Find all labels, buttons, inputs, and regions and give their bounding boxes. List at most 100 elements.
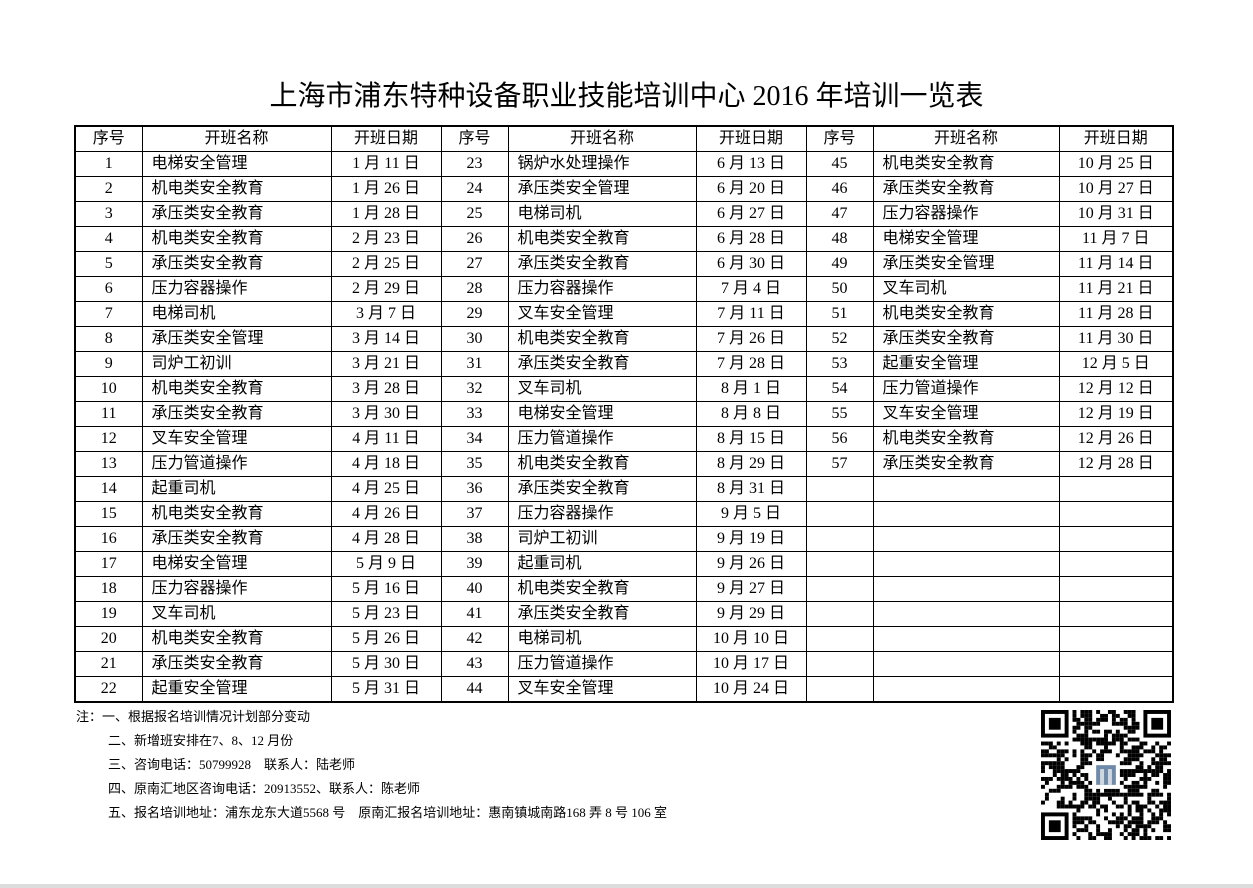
seq-cell: 2 xyxy=(74,176,143,202)
class-date-cell xyxy=(1058,526,1174,552)
class-date-cell: 10 月 24 日 xyxy=(695,676,807,703)
class-name-cell: 电梯安全管理 xyxy=(872,226,1060,252)
class-date-cell: 1 月 11 日 xyxy=(330,151,442,177)
table-row: 21 承压类安全教育 5 月 30 日 43 压力管道操作 10 月 17 日 xyxy=(74,651,1174,677)
class-name-cell: 压力容器操作 xyxy=(507,276,697,302)
class-date-cell: 5 月 30 日 xyxy=(330,651,442,677)
class-date-cell: 8 月 8 日 xyxy=(695,401,807,427)
table-row: 8 承压类安全管理 3 月 14 日 30 机电类安全教育 7 月 26 日 52 承压类安全… xyxy=(74,326,1174,352)
class-date-cell: 5 月 9 日 xyxy=(330,551,442,577)
seq-cell: 33 xyxy=(440,401,509,427)
class-name-cell: 机电类安全教育 xyxy=(141,376,332,402)
class-date-cell: 9 月 19 日 xyxy=(695,526,807,552)
qr-code-icon xyxy=(1041,710,1171,840)
note-1: 注：一、根据报名培训情况计划部分变动 xyxy=(76,709,311,724)
class-name-cell: 起重司机 xyxy=(507,551,697,577)
seq-cell: 41 xyxy=(440,601,509,627)
column-header: 开班日期 xyxy=(695,125,807,152)
seq-cell: 53 xyxy=(805,351,874,377)
class-date-cell: 5 月 16 日 xyxy=(330,576,442,602)
seq-cell: 47 xyxy=(805,201,874,227)
class-date-cell: 7 月 26 日 xyxy=(695,326,807,352)
class-name-cell: 承压类安全教育 xyxy=(507,601,697,627)
class-date-cell: 2 月 23 日 xyxy=(330,226,442,252)
seq-cell: 22 xyxy=(74,676,143,703)
class-name-cell: 承压类安全教育 xyxy=(141,201,332,227)
table-row: 22 起重安全管理 5 月 31 日 44 叉车安全管理 10 月 24 日 xyxy=(74,676,1174,703)
class-date-cell: 3 月 21 日 xyxy=(330,351,442,377)
class-name-cell: 起重安全管理 xyxy=(872,351,1060,377)
seq-cell: 27 xyxy=(440,251,509,277)
class-name-cell xyxy=(872,551,1060,577)
class-date-cell: 9 月 5 日 xyxy=(695,501,807,527)
class-date-cell: 9 月 26 日 xyxy=(695,551,807,577)
class-name-cell: 压力容器操作 xyxy=(141,276,332,302)
seq-cell: 4 xyxy=(74,226,143,252)
seq-cell: 43 xyxy=(440,651,509,677)
class-name-cell: 承压类安全教育 xyxy=(141,526,332,552)
class-date-cell: 12 月 5 日 xyxy=(1058,351,1174,377)
class-name-cell: 机电类安全教育 xyxy=(507,451,697,477)
table-row: 18 压力容器操作 5 月 16 日 40 机电类安全教育 9 月 27 日 xyxy=(74,576,1174,602)
class-date-cell: 1 月 28 日 xyxy=(330,201,442,227)
seq-cell: 32 xyxy=(440,376,509,402)
class-date-cell: 3 月 28 日 xyxy=(330,376,442,402)
class-name-cell: 电梯司机 xyxy=(507,201,697,227)
class-date-cell: 2 月 29 日 xyxy=(330,276,442,302)
seq-cell: 1 xyxy=(74,151,143,177)
class-name-cell: 锅炉水处理操作 xyxy=(507,151,697,177)
class-date-cell: 9 月 27 日 xyxy=(695,576,807,602)
seq-cell: 42 xyxy=(440,626,509,652)
class-name-cell: 承压类安全管理 xyxy=(141,326,332,352)
class-name-cell: 压力容器操作 xyxy=(507,501,697,527)
class-name-cell xyxy=(872,576,1060,602)
seq-cell xyxy=(805,501,874,527)
class-date-cell: 1 月 26 日 xyxy=(330,176,442,202)
seq-cell: 8 xyxy=(74,326,143,352)
class-name-cell: 承压类安全教育 xyxy=(141,251,332,277)
seq-cell: 28 xyxy=(440,276,509,302)
class-date-cell: 3 月 7 日 xyxy=(330,301,442,327)
note-5: 五、报名培训地址：浦东龙东大道5568 号 原南汇报名培训地址：惠南镇城南路16… xyxy=(108,805,668,820)
class-date-cell: 3 月 14 日 xyxy=(330,326,442,352)
seq-cell: 50 xyxy=(805,276,874,302)
seq-cell: 9 xyxy=(74,351,143,377)
seq-cell xyxy=(805,676,874,703)
seq-cell: 7 xyxy=(74,301,143,327)
class-name-cell: 压力容器操作 xyxy=(872,201,1060,227)
class-date-cell xyxy=(1058,476,1174,502)
table-row: 16 承压类安全教育 4 月 28 日 38 司炉工初训 9 月 19 日 xyxy=(74,526,1174,552)
class-name-cell: 起重司机 xyxy=(141,476,332,502)
class-date-cell: 11 月 30 日 xyxy=(1058,326,1174,352)
seq-cell xyxy=(805,526,874,552)
table-row: 9 司炉工初训 3 月 21 日 31 承压类安全教育 7 月 28 日 53 起重安全管理 1… xyxy=(74,351,1174,377)
seq-cell: 15 xyxy=(74,501,143,527)
column-header: 开班日期 xyxy=(1058,125,1174,152)
table-row: 7 电梯司机 3 月 7 日 29 叉车安全管理 7 月 11 日 51 机电类安全教育 11 … xyxy=(74,301,1174,327)
class-name-cell: 机电类安全教育 xyxy=(507,226,697,252)
seq-cell: 26 xyxy=(440,226,509,252)
class-name-cell: 起重安全管理 xyxy=(141,676,332,703)
class-date-cell: 4 月 25 日 xyxy=(330,476,442,502)
column-header: 开班名称 xyxy=(141,125,332,152)
class-name-cell: 机电类安全教育 xyxy=(872,301,1060,327)
seq-cell: 54 xyxy=(805,376,874,402)
class-name-cell: 承压类安全教育 xyxy=(507,476,697,502)
table-row: 4 机电类安全教育 2 月 23 日 26 机电类安全教育 6 月 28 日 48 电梯安全管… xyxy=(74,226,1174,252)
seq-cell: 21 xyxy=(74,651,143,677)
table-row: 19 叉车司机 5 月 23 日 41 承压类安全教育 9 月 29 日 xyxy=(74,601,1174,627)
class-date-cell xyxy=(1058,551,1174,577)
class-date-cell: 4 月 28 日 xyxy=(330,526,442,552)
class-date-cell: 11 月 14 日 xyxy=(1058,251,1174,277)
seq-cell: 17 xyxy=(74,551,143,577)
seq-cell xyxy=(805,551,874,577)
seq-cell: 10 xyxy=(74,376,143,402)
class-name-cell: 机电类安全教育 xyxy=(141,626,332,652)
class-name-cell: 叉车安全管理 xyxy=(141,426,332,452)
seq-cell xyxy=(805,651,874,677)
class-date-cell xyxy=(1058,576,1174,602)
class-date-cell: 10 月 27 日 xyxy=(1058,176,1174,202)
column-header: 开班名称 xyxy=(507,125,697,152)
class-date-cell: 5 月 23 日 xyxy=(330,601,442,627)
seq-cell: 23 xyxy=(440,151,509,177)
